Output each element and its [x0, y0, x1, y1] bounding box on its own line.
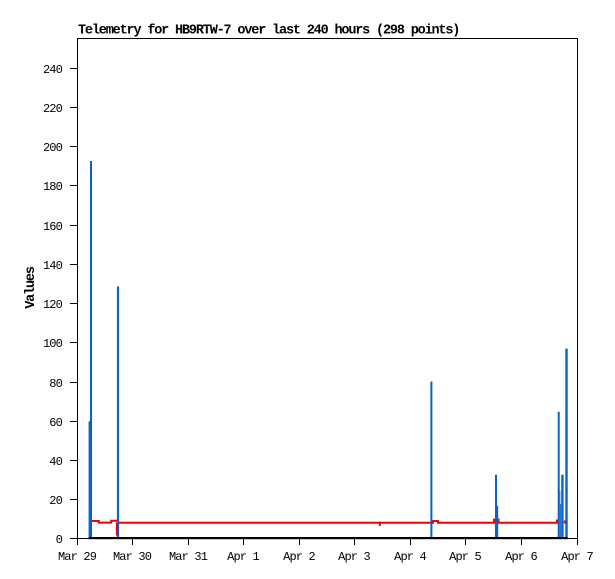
svg-text:Values: Values — [24, 266, 39, 309]
svg-text:0: 0 — [56, 533, 63, 547]
svg-text:180: 180 — [43, 180, 63, 194]
svg-text:Apr 1: Apr 1 — [227, 550, 259, 564]
svg-text:220: 220 — [43, 102, 63, 116]
svg-text:Telemetry for HB9RTW-7 over la: Telemetry for HB9RTW-7 over last 240 hou… — [78, 24, 459, 39]
svg-text:60: 60 — [49, 416, 62, 430]
svg-text:Apr 3: Apr 3 — [338, 550, 370, 564]
svg-text:40: 40 — [49, 455, 62, 469]
svg-text:Mar 30: Mar 30 — [113, 550, 152, 564]
svg-text:100: 100 — [43, 337, 63, 351]
svg-text:Apr 6: Apr 6 — [505, 550, 537, 564]
svg-text:Apr 7: Apr 7 — [561, 550, 593, 564]
svg-text:160: 160 — [43, 220, 63, 234]
svg-text:Apr 4: Apr 4 — [394, 550, 426, 564]
svg-text:200: 200 — [43, 141, 63, 155]
svg-text:140: 140 — [43, 259, 63, 273]
svg-text:120: 120 — [43, 298, 63, 312]
svg-text:Apr 2: Apr 2 — [283, 550, 315, 564]
svg-text:Mar 31: Mar 31 — [169, 550, 208, 564]
svg-text:80: 80 — [49, 377, 62, 391]
svg-text:240: 240 — [43, 63, 63, 77]
svg-text:20: 20 — [49, 494, 62, 508]
svg-text:Mar 29: Mar 29 — [58, 550, 97, 564]
svg-text:Apr 5: Apr 5 — [449, 550, 481, 564]
